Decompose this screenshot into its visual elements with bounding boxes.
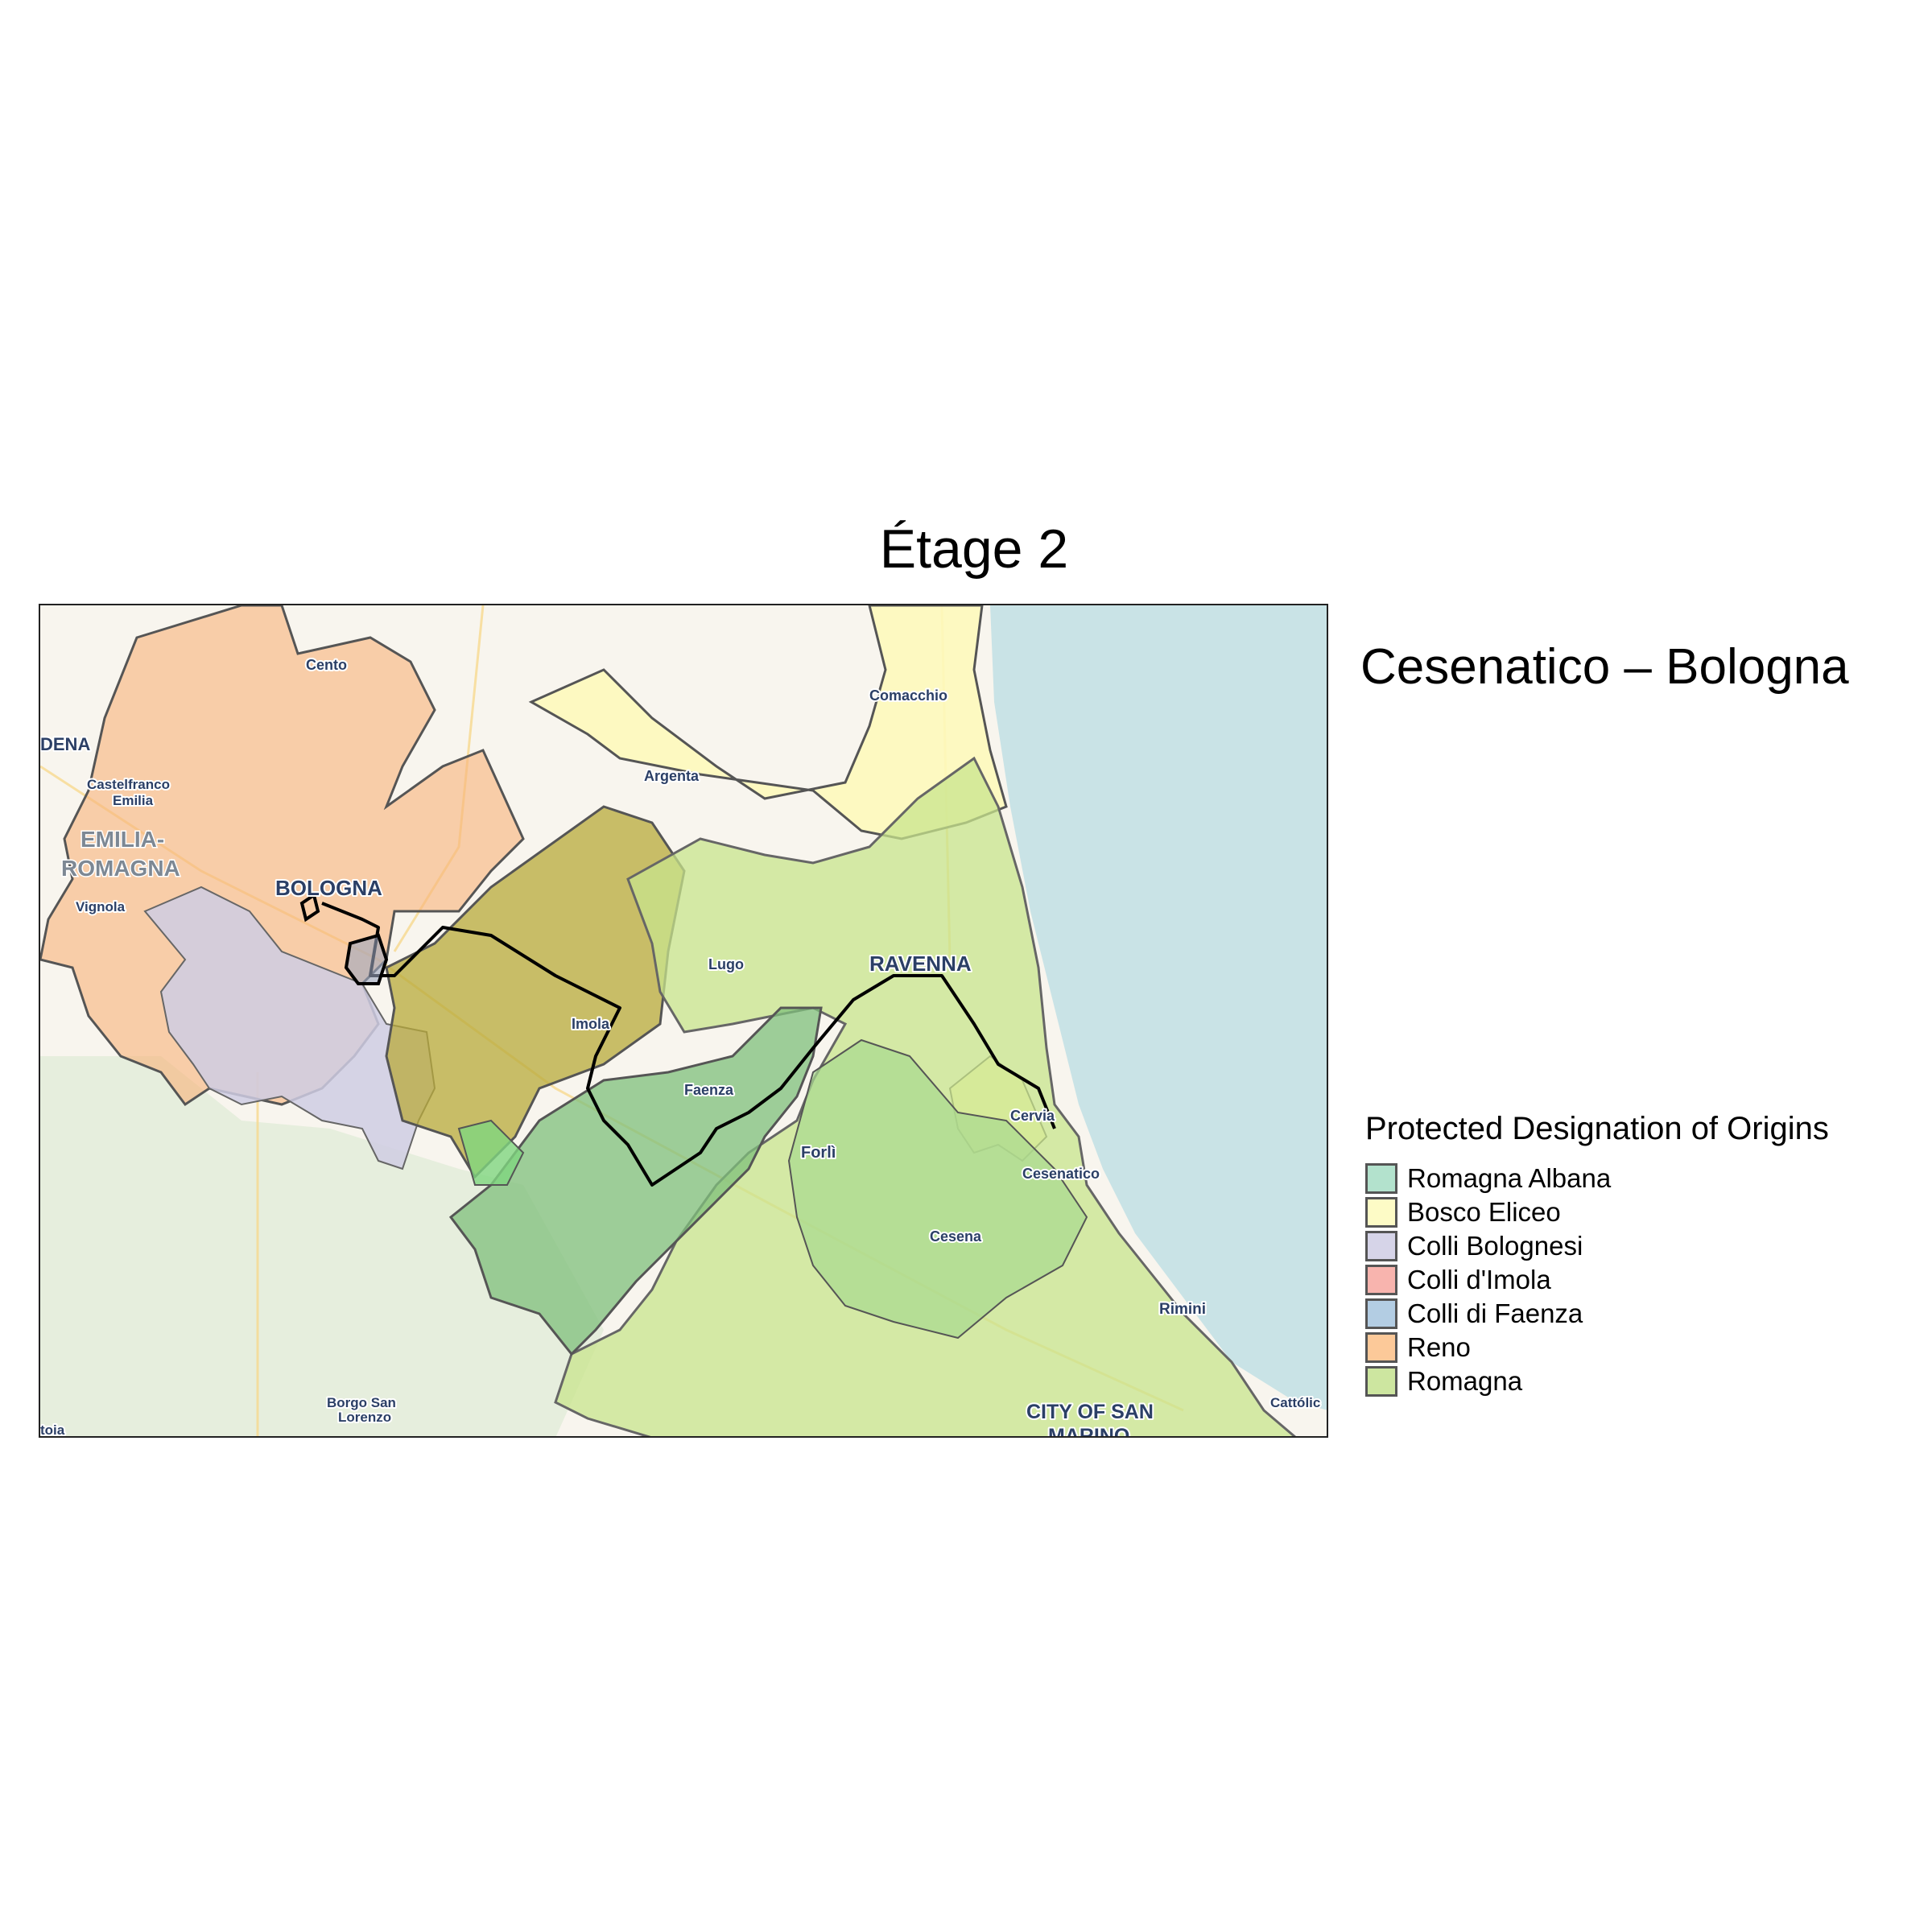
- legend-item[interactable]: Colli di Faenza: [1365, 1297, 1829, 1331]
- legend-swatch: [1365, 1332, 1397, 1363]
- adriatic-sea: [990, 605, 1327, 1410]
- label-lugo: Lugo: [708, 956, 744, 972]
- label-faenza: Faenza: [684, 1082, 734, 1098]
- label-cento: Cento: [306, 657, 347, 673]
- label-comacchio: Comacchio: [869, 687, 947, 704]
- legend-item[interactable]: Colli d'Imola: [1365, 1263, 1829, 1297]
- stage-route[interactable]: [321, 902, 1056, 1187]
- pdo-romagna-albana[interactable]: [448, 1006, 823, 1356]
- legend-label: Romagna: [1407, 1366, 1523, 1396]
- label-city-of-san-2: MARINO: [1048, 1425, 1129, 1438]
- label-cesena: Cesena: [930, 1228, 982, 1245]
- legend-item[interactable]: Reno: [1365, 1331, 1829, 1364]
- legend-swatch: [1365, 1197, 1397, 1228]
- pdo-bosco-eliceo[interactable]: [528, 605, 1008, 840]
- label-bologna: BOLOGNA: [275, 876, 382, 900]
- legend-swatch: [1365, 1231, 1397, 1261]
- pdo-colli-bolognesi[interactable]: [143, 886, 436, 1170]
- label-dena: DENA: [40, 734, 90, 754]
- pdo-colli-di-faenza[interactable]: [457, 1119, 525, 1186]
- hill-terrain: [40, 1056, 604, 1436]
- label-imola: Imola: [572, 1016, 610, 1032]
- legend-label: Colli Bolognesi: [1407, 1231, 1583, 1261]
- label-rimini: Rimini: [1159, 1301, 1206, 1318]
- legend-swatch: [1365, 1366, 1397, 1397]
- map-panel[interactable]: Cento Comacchio DENA Castelfranco Emilia…: [39, 604, 1328, 1438]
- legend-item[interactable]: Romagna: [1365, 1364, 1829, 1398]
- legend: Protected Designation of Origins Romagna…: [1365, 1111, 1829, 1398]
- legend-title: Protected Designation of Origins: [1365, 1111, 1829, 1146]
- legend-item[interactable]: Romagna Albana: [1365, 1162, 1829, 1195]
- label-cattolica: Cattólic: [1270, 1395, 1320, 1410]
- bologna-loop: [344, 933, 389, 985]
- legend-item[interactable]: Colli Bolognesi: [1365, 1229, 1829, 1263]
- label-emilia-romagna-2: ROMAGNA: [61, 856, 180, 881]
- route-subtitle: Cesenatico – Bologna: [1360, 639, 1849, 695]
- label-forli: Forlì: [801, 1144, 836, 1162]
- legend-label: Colli di Faenza: [1407, 1298, 1583, 1328]
- map-canvas[interactable]: Cento Comacchio DENA Castelfranco Emilia…: [40, 605, 1328, 1438]
- legend-label: Bosco Eliceo: [1407, 1197, 1561, 1227]
- label-borgo-2: Lorenzo: [338, 1410, 391, 1425]
- legend-label: Romagna Albana: [1407, 1163, 1612, 1193]
- label-emilia-romagna-1: EMILIA-: [80, 827, 164, 852]
- legend-item[interactable]: Bosco Eliceo: [1365, 1195, 1829, 1229]
- label-borgo-1: Borgo San: [327, 1395, 396, 1410]
- label-vignola: Vignola: [76, 899, 126, 914]
- pdo-romagna-forli-cesena[interactable]: [787, 1038, 1088, 1340]
- label-argenta: Argenta: [644, 768, 700, 784]
- label-castelfranco: Castelfranco: [87, 777, 170, 792]
- label-ravenna: RAVENNA: [869, 952, 972, 976]
- legend-label: Reno: [1407, 1332, 1471, 1362]
- legend-label: Colli d'Imola: [1407, 1265, 1551, 1294]
- legend-swatch: [1365, 1163, 1397, 1194]
- label-city-of-san-1: CITY OF SAN: [1026, 1401, 1154, 1423]
- label-toia: toia: [40, 1422, 65, 1438]
- legend-items: Romagna Albana Bosco Eliceo Colli Bolognes…: [1365, 1162, 1829, 1398]
- legend-swatch: [1365, 1265, 1397, 1295]
- label-cesenatico: Cesenatico: [1022, 1166, 1100, 1182]
- label-cervia: Cervia: [1010, 1108, 1055, 1124]
- bologna-start-marker: [299, 892, 320, 923]
- map-title: Étage 2: [879, 518, 1069, 580]
- legend-swatch: [1365, 1298, 1397, 1329]
- pdo-colli-d-imola[interactable]: [385, 805, 686, 1179]
- label-emilia: Emilia: [113, 793, 154, 808]
